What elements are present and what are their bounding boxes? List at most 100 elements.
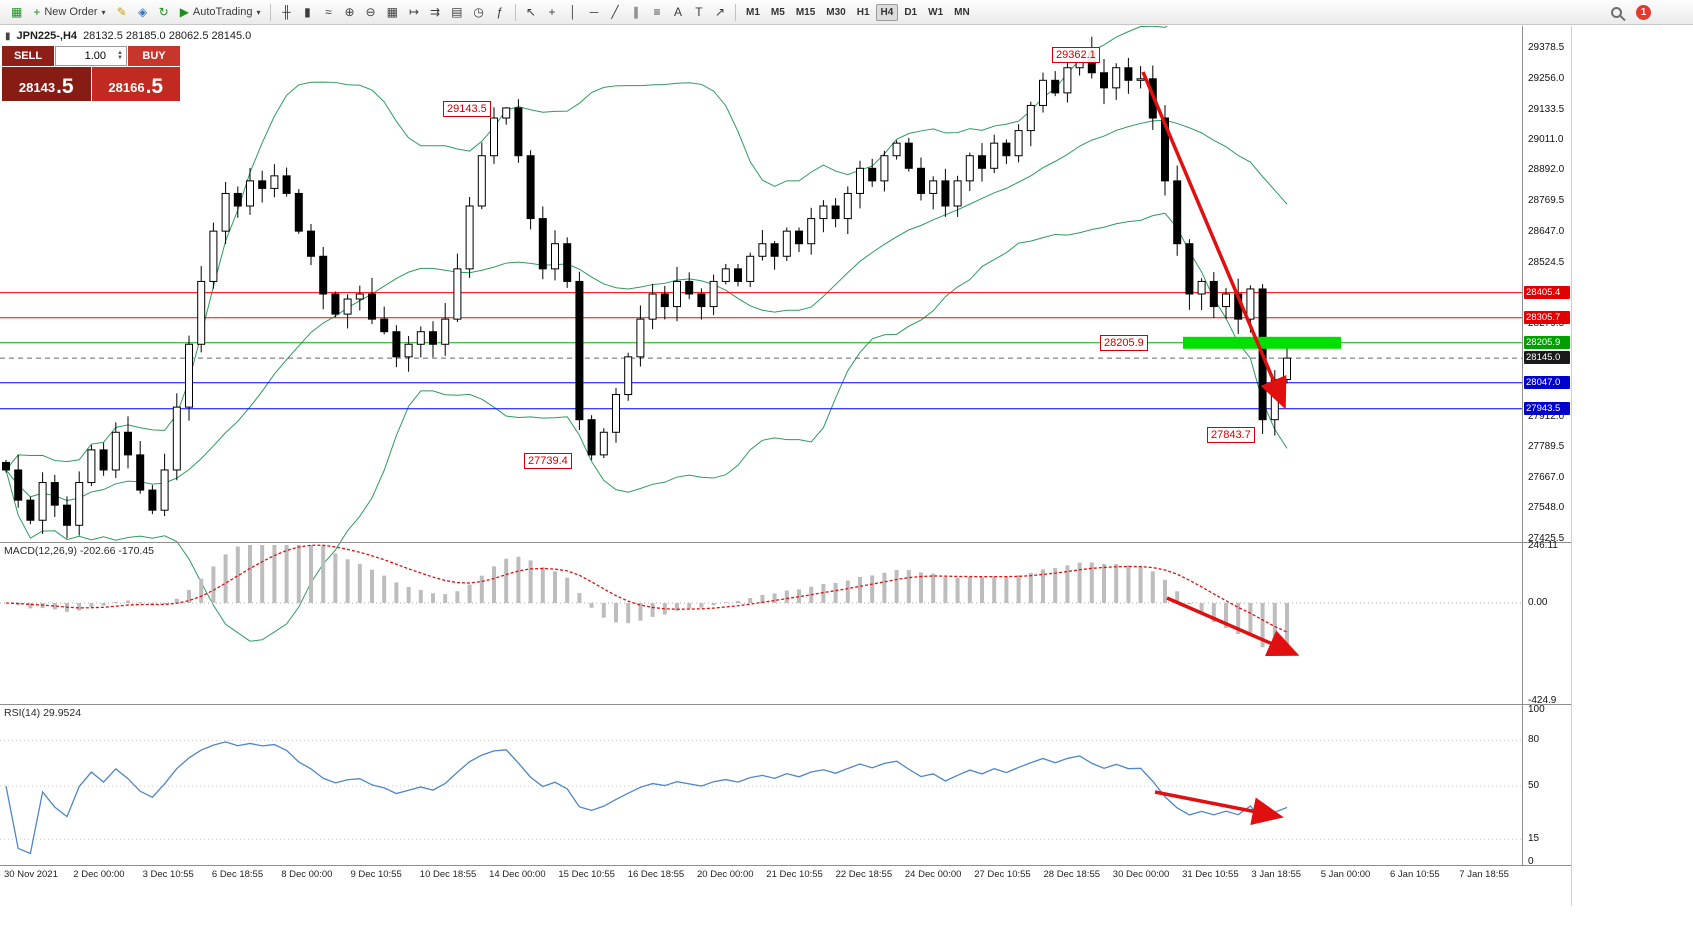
timeframe-m15-button[interactable]: M15 (795, 6, 816, 18)
price-annotation-29362.1[interactable]: 29362.1 (1052, 47, 1100, 63)
fibonacci-button[interactable]: ≡ (647, 3, 667, 22)
volume-input[interactable] (56, 49, 108, 63)
crosshair-button[interactable]: + (542, 3, 562, 22)
candle-body (1246, 288, 1255, 320)
auto-scroll-button[interactable]: ↦ (404, 3, 424, 22)
one-click-trading-panel: SELL ▲ ▼ BUY 28143 .5 28166 .5 (2, 46, 180, 101)
autotrading-label: AutoTrading (192, 6, 253, 18)
zoom-out-button[interactable]: ⊖ (361, 3, 381, 22)
tile-windows-button[interactable]: ▦ (382, 3, 403, 22)
timeframe-w1-button[interactable]: W1 (928, 6, 944, 18)
crosshair-icon: + (548, 5, 556, 19)
rsi-trend-arrow (1154, 790, 1284, 826)
candle-body (904, 142, 913, 169)
metaeditor-button[interactable]: ✎ (112, 3, 132, 22)
refresh-icon: ↻ (158, 5, 169, 19)
sell-price[interactable]: 28143 .5 (2, 67, 91, 101)
timeframe-d1-button[interactable]: D1 (904, 6, 918, 18)
rsi-pane-separator[interactable] (0, 704, 1571, 705)
price-annotation-27739.4[interactable]: 27739.4 (524, 453, 572, 469)
price-axis-label: 27667.0 (1528, 472, 1565, 484)
sell-button[interactable]: SELL (2, 46, 54, 66)
horizontal-line-button[interactable]: ─ (584, 3, 604, 22)
candle-body (1209, 280, 1218, 308)
candle-body (1185, 243, 1194, 295)
bar-chart-button[interactable]: ╫ (276, 3, 296, 22)
timeframe-m1-button[interactable]: M1 (746, 6, 760, 18)
volume-up-icon[interactable]: ▲ (117, 50, 123, 56)
new-order-button[interactable]: + New Order ▾ (28, 3, 110, 22)
candle-body (355, 293, 364, 300)
timeframe-mn-button[interactable]: MN (954, 6, 970, 18)
new-chart-button[interactable]: ▦ (6, 3, 27, 22)
period-clock-button[interactable]: ◷ (468, 3, 488, 22)
price-annotation-29143.5[interactable]: 29143.5 (443, 101, 491, 117)
candle-body (477, 155, 486, 207)
candle-body (1026, 104, 1035, 132)
time-axis-label: 21 Dec 10:55 (766, 869, 823, 880)
rsi-axis-level: 50 (1528, 780, 1540, 791)
candle-body (758, 243, 767, 257)
candle-body (2, 461, 10, 471)
text-label-button[interactable]: T (689, 3, 709, 22)
new-template-button[interactable]: ▤ (446, 3, 467, 22)
arrows-button[interactable]: ↗ (710, 3, 730, 22)
cursor-button[interactable]: ↖ (521, 3, 541, 22)
zoom-in-button[interactable]: ⊕ (339, 3, 359, 22)
timeframe-h4-button[interactable]: H4 (875, 3, 899, 21)
candle-body (185, 343, 193, 408)
candle-body (624, 356, 633, 396)
autotrading-button[interactable]: ▶ AutoTrading ▾ (175, 3, 266, 22)
rsi-label: RSI(14) 29.9524 (4, 707, 82, 719)
candle-body (416, 331, 425, 345)
refresh-button[interactable]: ↻ (154, 3, 174, 22)
vertical-line-button[interactable]: │ (563, 3, 583, 22)
search-icon[interactable] (1611, 6, 1622, 18)
candle-body (1002, 142, 1011, 157)
vertical-line-icon: │ (569, 5, 577, 19)
price-annotation-28205.9[interactable]: 28205.9 (1100, 335, 1148, 351)
candlestick-chart-button[interactable]: ▮ (297, 3, 317, 22)
candle-body (380, 318, 389, 333)
buy-price[interactable]: 28166 .5 (91, 67, 180, 101)
volume-down-icon[interactable]: ▼ (117, 55, 123, 61)
toolbar-separator (514, 3, 516, 21)
buy-button[interactable]: BUY (128, 46, 180, 66)
price-axis-label: 29256.0 (1528, 72, 1565, 84)
indicator-list-icon: ƒ (496, 5, 504, 19)
candle-body (270, 175, 279, 189)
time-axis-label: 28 Dec 18:55 (1043, 869, 1101, 880)
main-trend-arrow (1141, 71, 1287, 410)
timeframe-h1-button[interactable]: H1 (856, 6, 870, 18)
text-button[interactable]: A (668, 3, 688, 22)
price-annotation-27843.7[interactable]: 27843.7 (1207, 427, 1255, 443)
time-axis[interactable]: 30 Nov 2021 2 Dec 00:00 3 Dec 10:55 6 Dec 1… (0, 867, 1522, 883)
macd-pane-separator[interactable] (0, 542, 1571, 543)
candle-body (319, 255, 328, 295)
mql5-community-button[interactable]: ◈ (133, 3, 153, 22)
mql5-community-icon: ◈ (138, 5, 148, 19)
indicator-list-button[interactable]: ƒ (490, 3, 510, 22)
candle-body (1283, 357, 1291, 380)
time-axis-label: 10 Dec 18:55 (419, 869, 477, 880)
trendline-button[interactable]: ╱ (605, 3, 625, 22)
candle-body (465, 205, 474, 270)
price-axis-separator (1522, 26, 1523, 865)
notifications-badge[interactable]: 1 (1636, 4, 1651, 20)
candle-body (111, 431, 120, 471)
line-chart-button[interactable]: ≈ (318, 3, 338, 22)
support-zone-highlight (1183, 336, 1341, 349)
main-toolbar: ▦ + New Order ▾ ✎ ◈ ↻ ▶ AutoTrading ▾ ╫ ▮ ≈ ⊕ ⊖ ▦ ↦ ⇉ ▤ ◷ ƒ ↖… (0, 0, 1693, 25)
equidistant-channel-button[interactable]: ∥ (626, 3, 646, 22)
candle-body (587, 419, 596, 456)
bollinger-lower-band (5, 212, 1288, 642)
candle-body (38, 482, 47, 521)
timeframe-m30-button[interactable]: M30 (826, 6, 846, 18)
toolbar-right-group: 1 (1611, 4, 1687, 20)
toolbar-separator (735, 3, 737, 21)
timeframe-m5-button[interactable]: M5 (770, 6, 785, 18)
autotrading-icon: ▶ (179, 5, 189, 19)
chart-canvas[interactable] (0, 26, 1522, 884)
symbol-ohlc-line: ▮ JPN225-,H4 28132.5 28185.0 28062.5 281… (5, 30, 251, 42)
chart-shift-button[interactable]: ⇉ (425, 3, 445, 22)
